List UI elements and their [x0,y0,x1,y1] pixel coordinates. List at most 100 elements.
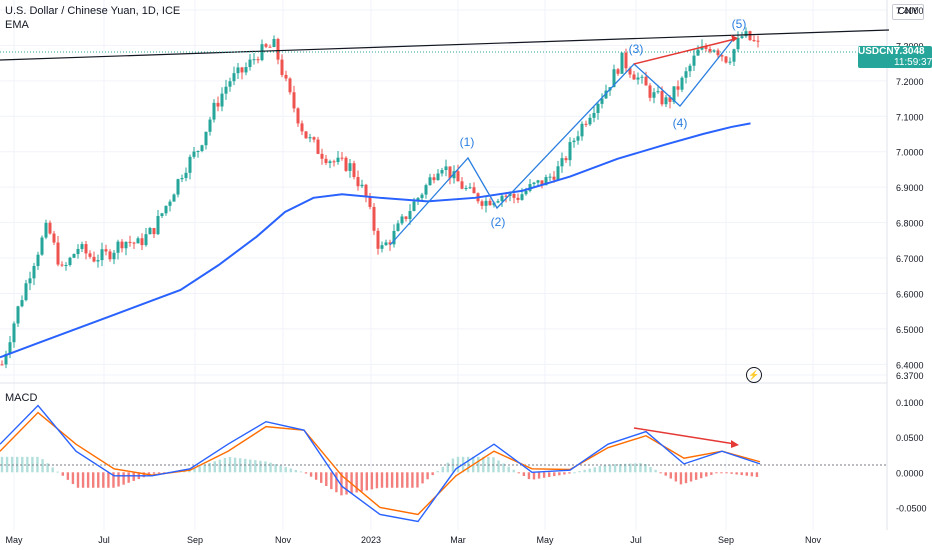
candle-body [404,216,408,220]
macd-histogram-bar [441,466,444,473]
lightning-icon[interactable]: ⚡ [746,367,762,383]
candle-body [4,353,8,365]
symbol-title[interactable]: U.S. Dollar / Chinese Yuan, 1D, ICE [5,5,181,17]
candle-body [140,238,144,246]
candle-body [252,59,256,61]
candle-body [216,102,220,107]
macd-histogram-bar [228,457,232,473]
candle-body [188,156,192,173]
candle-body [724,56,728,63]
macd-histogram-bar [603,464,607,473]
candle-body [424,185,428,195]
candle-body [168,201,172,206]
candle-body [56,242,60,265]
candle-body [556,166,560,180]
macd-histogram-bar [517,472,520,474]
candle-body [292,92,296,109]
candle-body [636,77,640,80]
candle-body [544,177,548,186]
candle-body [312,137,316,140]
candle-body [672,86,676,102]
macd-histogram-bar [320,472,323,483]
candle-body [596,103,600,113]
candle-body [152,228,156,235]
macd-histogram-bar [390,472,394,488]
macd-histogram-bar [710,472,713,475]
macd-histogram-bar [644,464,647,473]
candle-body [680,77,684,90]
candle-body [8,342,12,354]
macd-histogram-bar [157,472,161,474]
macd-indicator-label[interactable]: MACD [5,392,38,404]
macd-histogram-bar [618,463,622,473]
macd-histogram-bar [71,472,75,485]
candle-body [32,265,36,279]
candle-body [268,46,272,48]
ema-indicator-label[interactable]: EMA [5,19,29,31]
candle-body [668,97,672,102]
time-tick-label: Jul [98,535,110,545]
price-tick-label: 6.8000 [896,219,924,229]
candle-body [552,176,556,180]
macd-histogram-bar [162,472,166,474]
elliott-wave-path[interactable] [389,36,736,246]
macd-histogram-bar [715,472,718,474]
macd-histogram-bar [401,472,404,488]
macd-histogram-bar [588,468,591,473]
time-tick-label: 2023 [361,535,381,545]
macd-histogram-bar [127,472,130,483]
candle-body [228,81,232,87]
time-tick-label: Nov [275,535,292,545]
macd-histogram-bar [107,472,110,488]
candle-body [656,91,660,93]
macd-histogram-bar [477,456,480,473]
candle-body [564,158,568,161]
candle-body [248,59,252,68]
candle-body [504,195,508,197]
grid [0,0,887,530]
candle-body [560,158,564,167]
candle-body [648,85,652,98]
price-divergence-arrow[interactable] [633,38,736,65]
candle-body [60,264,64,266]
resistance-trendline[interactable] [0,29,890,61]
candle-body [160,213,164,217]
candle-body [296,108,300,124]
candle-body [516,197,520,200]
price-tick-label: 6.3700 [896,371,924,381]
candle-body [392,230,396,245]
candle-body [612,69,616,88]
macd-histogram-bar [624,463,627,473]
macd-histogram-bar [304,472,308,474]
candle-body [364,184,368,198]
candle-body [584,123,588,125]
candle-body [408,211,412,220]
candle-body [176,179,180,195]
price-tick-label: 6.9000 [896,183,924,193]
candle-body [388,242,392,245]
candle-body [468,187,472,189]
macd-divergence-arrow[interactable] [633,427,736,445]
candle-body [436,173,440,181]
candle-body [540,180,544,186]
macd-histogram-bar [360,472,363,492]
macd-histogram-bar [558,472,561,476]
candle-body [592,112,596,118]
macd-histogram-bar [634,463,637,473]
candle-body [568,142,572,161]
macd-histogram-bar [446,462,450,473]
currency-label[interactable]: CNY [892,4,924,20]
macd-histogram-bar [385,472,389,488]
candle-body [716,50,720,56]
candle-body [652,92,656,98]
candle-body [172,194,176,202]
candle-body [488,200,492,206]
macd-histogram-bar [613,464,617,473]
candle-body [576,136,580,141]
elliott-wave-label: (4) [673,116,688,130]
candle-body [272,38,276,47]
time-tick-label: May [536,535,554,545]
candle-body [48,222,52,234]
candle-body [320,153,324,159]
